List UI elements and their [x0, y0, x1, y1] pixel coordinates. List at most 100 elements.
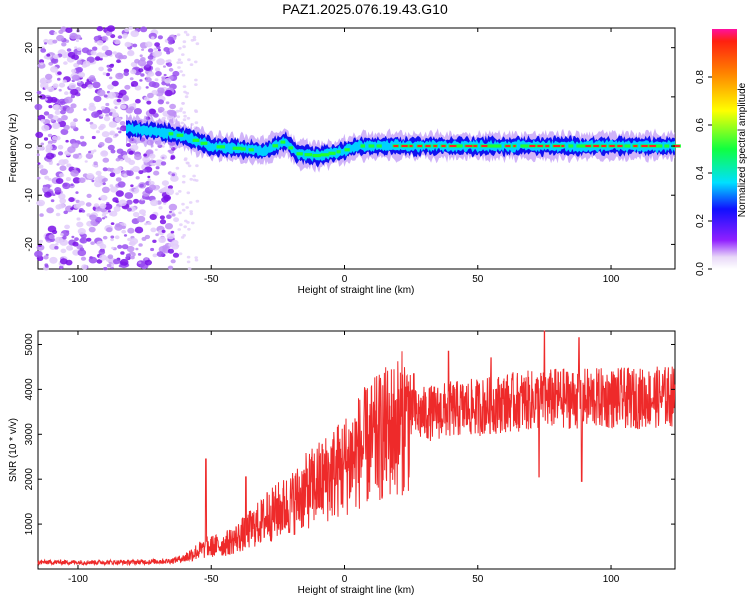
spectrogram-noise-blob: [97, 89, 106, 97]
spectrogram-noise-blob: [118, 130, 122, 134]
spectrogram-noise-blob: [191, 221, 195, 225]
spectrogram-noise-blob: [36, 201, 41, 205]
spectrogram-noise-blob: [147, 175, 151, 179]
spectrogram-noise-blob: [49, 256, 58, 264]
spectrogram-noise-blob: [178, 190, 182, 193]
spectrogram-ridge-peak: [393, 145, 399, 147]
spectrogram-noise-blob: [120, 104, 127, 110]
spectrogram-noise-blob: [45, 73, 53, 80]
spectrogram-noise-blob: [130, 69, 137, 75]
spectrogram-noise-blob: [80, 141, 87, 147]
spectrogram-noise-blob: [53, 54, 59, 59]
spectrogram-noise-blob: [103, 94, 108, 98]
spectrogram-noise-blob: [117, 181, 126, 188]
spectrogram-noise-blob: [132, 211, 140, 218]
spectrogram-noise-blob: [114, 224, 123, 231]
spectrogram-noise-blob: [163, 73, 167, 77]
spectrogram-noise-blob: [40, 142, 45, 146]
spectrogram-noise-blob: [115, 190, 124, 197]
spectrogram-noise-blob: [124, 27, 130, 33]
spectrogram-noise-blob: [60, 248, 67, 254]
spectrogram-noise-blob: [39, 213, 44, 217]
spectrogram-noise-blob: [69, 32, 78, 40]
spectrogram-noise-blob: [42, 186, 49, 192]
spectrogram-noise-blob: [149, 153, 156, 159]
spectrogram-noise-blob: [147, 55, 154, 60]
spectrogram-noise-blob: [132, 166, 140, 173]
spectrogram-noise-blob: [134, 226, 144, 234]
spectrogram-ridge-peak: [673, 145, 680, 147]
spectrogram-noise-blob: [43, 111, 50, 116]
spectrogram-noise-blob: [99, 254, 107, 261]
spectrogram-noise-blob: [113, 206, 121, 212]
spectrogram-noise-blob: [105, 102, 110, 107]
spectrogram-noise-blob: [101, 179, 106, 183]
spectrogram-noise-blob: [72, 241, 79, 247]
spectrogram-noise-blob: [148, 180, 155, 186]
spectrogram-ridge-core: [624, 144, 631, 148]
spectrogram-noise-blob: [57, 71, 62, 75]
spectrogram-noise-blob: [121, 225, 126, 229]
spectrogram-noise-blob: [148, 108, 157, 115]
spectrogram-noise-blob: [147, 48, 154, 53]
spectrogram-noise-blob: [105, 72, 110, 77]
spectrogram-noise-blob: [81, 209, 86, 213]
spectrogram-noise-blob: [43, 137, 49, 141]
spectrogram-noise-blob: [140, 73, 145, 77]
spectrogram-noise-blob: [155, 166, 160, 170]
spectrogram-noise-blob: [119, 89, 127, 96]
spectrogram-noise-blob: [129, 237, 139, 245]
spectrogram-noise-blob: [146, 100, 152, 105]
spectrogram-noise-blob: [116, 98, 122, 103]
spectrogram-noise-blob: [88, 256, 98, 264]
spectrogram-noise-blob: [159, 215, 165, 220]
spectrogram-noise-blob: [157, 99, 164, 105]
spectrogram-noise-blob: [117, 35, 123, 39]
spectrogram-noise-blob: [60, 233, 64, 236]
spectrogram-noise-blob: [65, 205, 74, 213]
spectrogram-noise-blob: [152, 82, 160, 88]
spectrogram-noise-blob: [64, 96, 73, 104]
spectrogram-ridge-mid: [126, 122, 675, 162]
spectrogram-noise-blob: [156, 58, 165, 66]
spectrogram-noise-blob: [165, 59, 170, 63]
spectrogram-noise-blob: [53, 104, 61, 111]
spectrogram-noise-blob: [88, 226, 96, 233]
spectrogram-noise-blob: [175, 109, 180, 113]
spectrogram-noise-blob: [46, 207, 54, 214]
spectrogram-noise-blob: [70, 169, 79, 177]
spectrogram-noise-blob: [186, 116, 191, 120]
spectrogram-ridge-peak: [409, 145, 413, 147]
spectrogram-noise-blob: [161, 180, 169, 187]
spectrogram-noise-blob: [36, 153, 40, 156]
spectrogram-ridge-core: [216, 145, 226, 149]
spectrogram-noise-blob: [47, 39, 55, 45]
spectrogram-noise-blob: [96, 259, 103, 264]
spectrogram-noise-blob: [101, 131, 110, 138]
spectrogram-noise-blob: [168, 40, 174, 45]
spectrogram-noise-blob: [166, 62, 173, 67]
spectrogram-noise-blob: [50, 66, 58, 73]
spectrogram-marks: [34, 25, 681, 271]
spectrogram-noise-blob: [192, 35, 197, 39]
spectrogram-noise-blob: [147, 71, 155, 77]
spectrogram-noise-blob: [52, 115, 59, 121]
spectrogram-noise-blob: [126, 43, 131, 47]
spectrogram-noise-blob: [86, 173, 94, 180]
spectrogram-xlabel: Height of straight line (km): [298, 285, 415, 296]
figure-title: PAZ1.2025.076.19.43.G10: [282, 1, 448, 17]
spectrogram-noise-blob: [182, 111, 186, 114]
spectrogram-noise-blob: [122, 35, 127, 39]
spectrogram-noise-blob: [158, 236, 167, 243]
spectrogram-noise-blob: [132, 102, 137, 106]
y-tick-label: -10: [24, 188, 35, 203]
spectrogram-ridge-core: [192, 138, 200, 142]
spectrogram-noise-blob: [180, 236, 185, 239]
spectrogram-noise-blob: [58, 173, 65, 178]
spectrogram-ridge-core: [200, 141, 208, 145]
spectrogram-noise-blob: [89, 75, 96, 80]
spectrogram-noise-blob: [121, 229, 127, 234]
spectrogram-noise-blob: [98, 125, 104, 131]
spectrogram-ridge-core: [168, 132, 174, 136]
spectrogram-noise-blob: [126, 143, 131, 147]
